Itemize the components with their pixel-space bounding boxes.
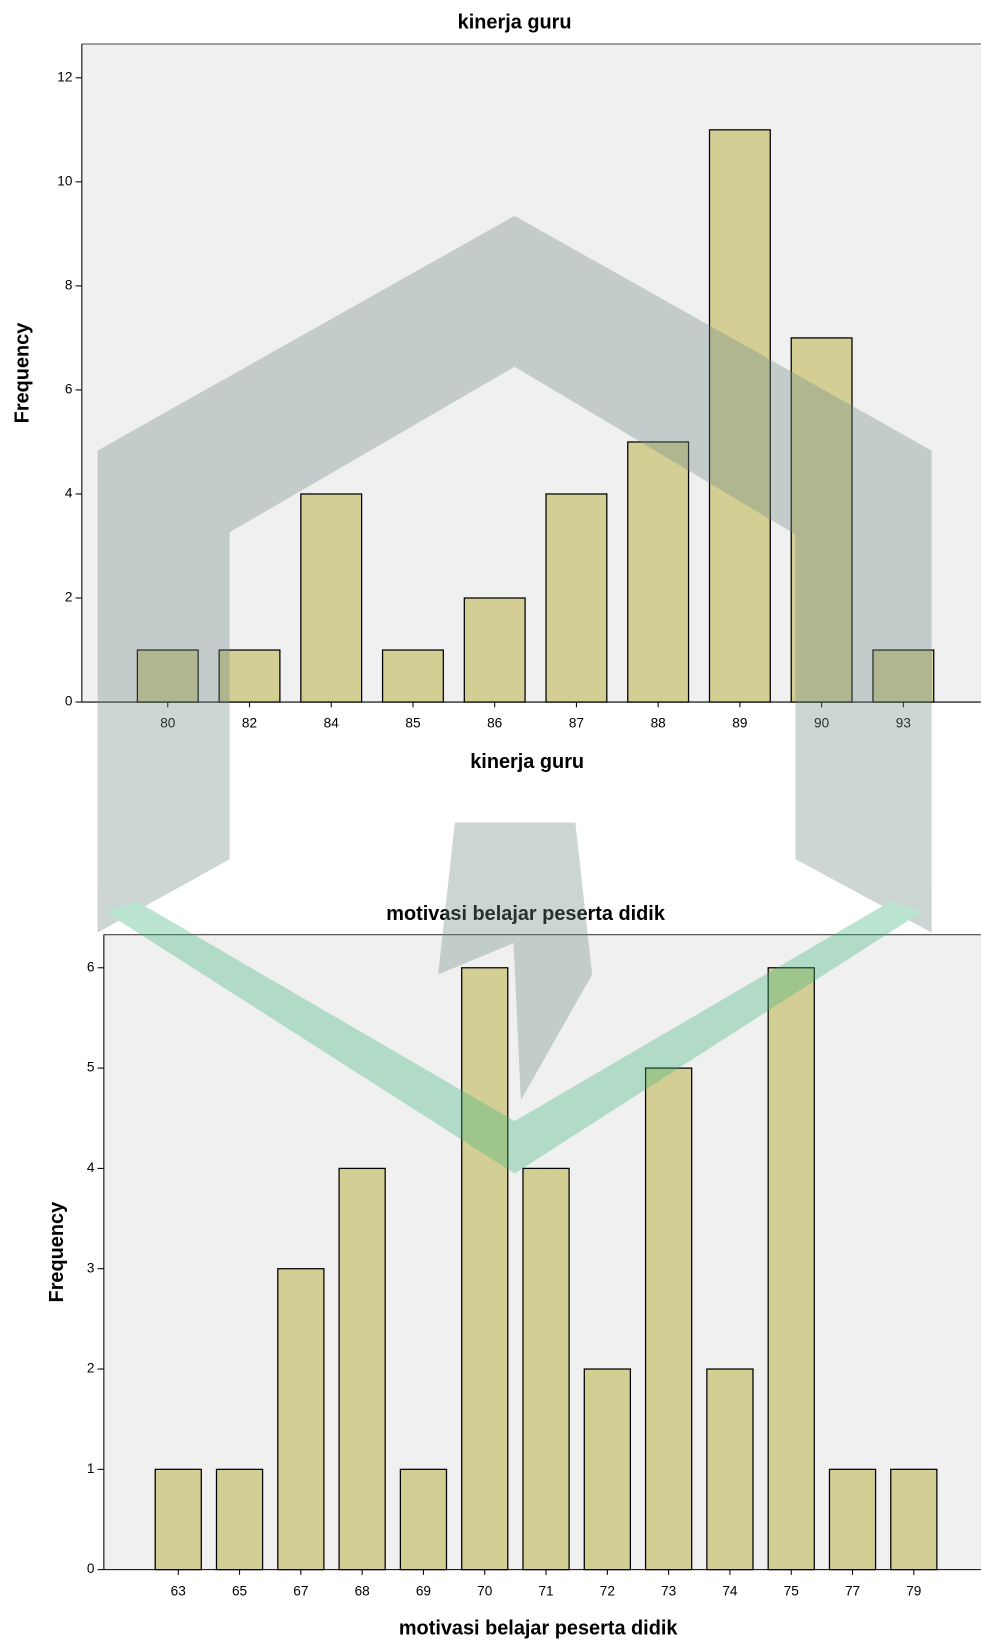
bar (216, 1469, 262, 1569)
y-tick-label: 0 (87, 1561, 95, 1576)
x-tick-label: 69 (416, 1583, 431, 1598)
x-tick-label: 72 (600, 1583, 615, 1598)
y-tick-label: 3 (87, 1260, 95, 1275)
x-axis-label: motivasi belajar peserta didik (399, 1618, 679, 1640)
y-tick-label: 10 (57, 173, 73, 188)
x-tick-label: 86 (487, 716, 502, 731)
y-tick-label: 12 (57, 69, 72, 84)
y-axis-label: Frequency (46, 1202, 68, 1303)
bar (523, 1168, 569, 1569)
y-tick-label: 4 (87, 1160, 95, 1175)
x-tick-label: 63 (171, 1583, 186, 1598)
bar (400, 1469, 446, 1569)
y-tick-label: 6 (87, 959, 95, 974)
x-tick-label: 77 (845, 1583, 860, 1598)
bar (383, 650, 444, 702)
bar (301, 494, 362, 702)
bar (464, 598, 525, 702)
x-tick-label: 87 (569, 716, 584, 731)
x-tick-label: 79 (906, 1583, 921, 1598)
x-tick-label: 75 (784, 1583, 799, 1598)
y-tick-label: 2 (87, 1361, 95, 1376)
x-tick-label: 73 (661, 1583, 676, 1598)
x-tick-label: 82 (242, 716, 257, 731)
y-tick-label: 1 (87, 1461, 95, 1476)
x-tick-label: 89 (732, 716, 747, 731)
y-tick-label: 4 (65, 486, 73, 501)
chart: kinerja gurukinerja guruFrequency0246810… (0, 0, 981, 1643)
y-axis-label: Frequency (11, 323, 33, 424)
x-tick-label: 67 (293, 1583, 308, 1598)
x-tick-label: 85 (405, 716, 420, 731)
x-tick-label: 71 (538, 1583, 553, 1598)
x-tick-label: 70 (477, 1583, 493, 1598)
bar (829, 1469, 875, 1569)
y-tick-label: 0 (65, 694, 73, 709)
x-tick-label: 84 (324, 716, 340, 731)
y-tick-label: 2 (65, 590, 73, 605)
x-tick-label: 65 (232, 1583, 247, 1598)
bar (584, 1369, 630, 1570)
bar (339, 1168, 385, 1569)
y-tick-label: 5 (87, 1060, 95, 1075)
bar (155, 1469, 201, 1569)
bar (646, 1068, 692, 1570)
y-tick-label: 8 (65, 277, 73, 292)
bar (462, 968, 508, 1570)
bar (891, 1469, 937, 1569)
bar (278, 1269, 324, 1570)
x-tick-label: 68 (355, 1583, 370, 1598)
x-tick-label: 88 (651, 716, 666, 731)
x-tick-label: 74 (722, 1583, 738, 1598)
bar (628, 442, 689, 702)
chart-title: kinerja guru (458, 11, 572, 33)
bar (768, 968, 814, 1570)
bar (546, 494, 607, 702)
y-tick-label: 6 (65, 382, 73, 397)
bar (707, 1369, 753, 1570)
x-axis-label: kinerja guru (470, 751, 584, 773)
